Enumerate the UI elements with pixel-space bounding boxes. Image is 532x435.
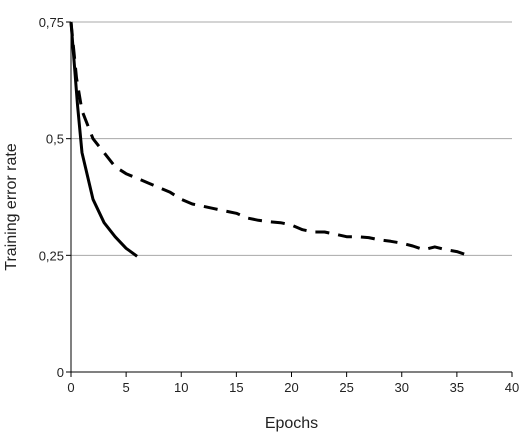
y-tick-label-3: 0,75	[39, 15, 64, 30]
x-tick-label-7: 35	[450, 380, 464, 395]
x-tick-label-0: 0	[67, 380, 74, 395]
x-tick-label-6: 30	[395, 380, 409, 395]
series-line-dashed	[69, 21, 469, 257]
x-tick-label-5: 25	[339, 380, 353, 395]
x-tick-label-1: 5	[123, 380, 130, 395]
grid-layer	[71, 21, 512, 256]
ticks-layer: 0 5 10 15 20 25 30 35 40 0 0,25 0,5 0,75	[39, 15, 520, 395]
y-tick-label-2: 0,5	[46, 132, 64, 147]
series-line-solid	[69, 21, 138, 258]
series-layer	[69, 21, 469, 258]
y-tick-label-1: 0,25	[39, 248, 64, 263]
y-tick-label-0: 0	[57, 365, 64, 380]
x-tick-label-2: 10	[174, 380, 188, 395]
y-axis-title: Training error rate	[3, 143, 20, 271]
axes-layer	[70, 22, 512, 373]
x-axis-title: Epochs	[265, 415, 318, 432]
x-tick-label-8: 40	[505, 380, 519, 395]
x-tick-label-4: 20	[284, 380, 298, 395]
x-tick-label-3: 15	[229, 380, 243, 395]
